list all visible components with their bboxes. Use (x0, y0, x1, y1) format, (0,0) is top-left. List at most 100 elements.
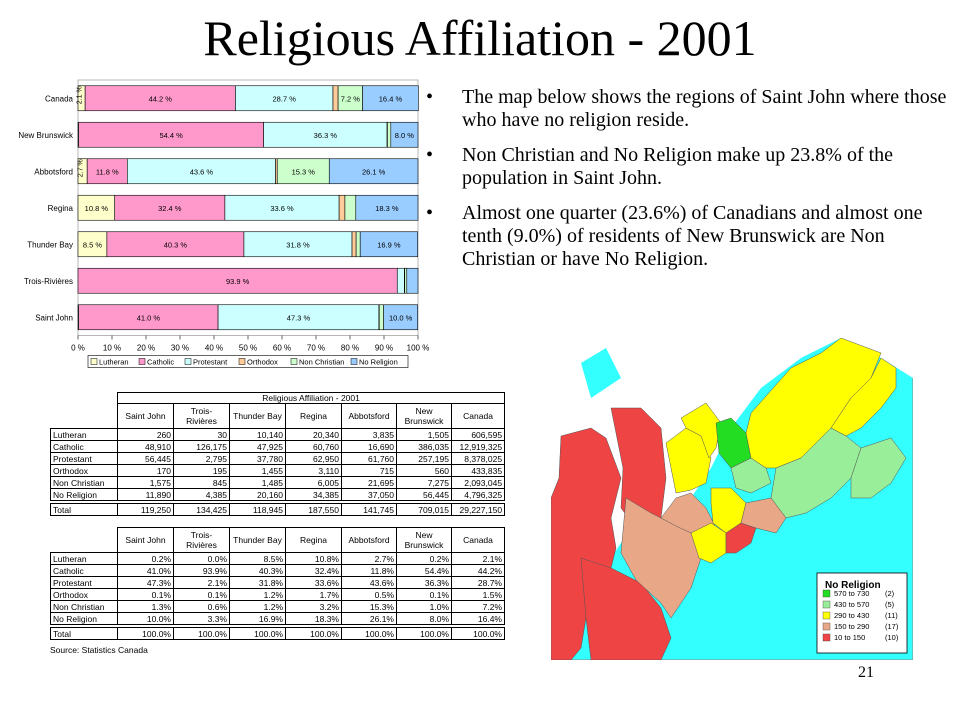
bullet-text: Almost one quarter (23.6%) of Canadians … (462, 202, 923, 270)
table-cell: 3,110 (285, 464, 342, 477)
column-header: Regina (285, 527, 342, 553)
table-cell: 0.1% (173, 588, 230, 601)
table-cell: 1,455 (229, 464, 286, 477)
table-cell: 16,690 (341, 440, 397, 453)
table-cell: 1,485 (229, 476, 286, 489)
bar-segment (378, 304, 384, 331)
table-cell: 62,950 (285, 452, 342, 465)
row-label: Orthodox (50, 588, 118, 601)
table-cell: 21,695 (341, 476, 397, 489)
table-cell: 2.1% (173, 576, 230, 589)
table-cell: 1,505 (396, 428, 452, 441)
map-legend-label: 290 to 430 (834, 611, 869, 620)
bullet-text: Non Christian and No Religion make up 23… (462, 144, 894, 189)
data-label: 8.0 % (395, 131, 415, 140)
column-header: Canada (451, 527, 505, 553)
table-row: Orthodox 170 195 1,455 3,110 715 560 433,835 (50, 464, 506, 477)
table-cell: 4,796,325 (450, 488, 506, 501)
data-label: 26.1 % (362, 167, 386, 176)
data-label: 43.6 % (190, 167, 214, 176)
table-cell: 126,175 (173, 440, 230, 453)
table-cell: 0.5% (341, 588, 397, 601)
table-cell: 60,760 (285, 440, 342, 453)
table-cell: 37,780 (229, 452, 286, 465)
column-header: New Brunswick (396, 527, 452, 553)
category-label: Regina (48, 204, 74, 213)
bullet-dot-icon: • (426, 144, 434, 166)
column-header: Regina (285, 403, 342, 429)
column-header: Saint John (117, 527, 174, 553)
category-label: Canada (45, 94, 74, 103)
legend-label: Non Christian (299, 358, 344, 367)
map-legend-label: 10 to 150 (834, 633, 865, 642)
data-label: 54.4 % (159, 131, 183, 140)
data-label: 47.3 % (287, 313, 311, 322)
row-label: No Religion (50, 612, 118, 625)
table-row: Non Christian 1,575 845 1,485 6,005 21,695 7,2… (50, 476, 506, 489)
table-cell: 16.4% (451, 612, 505, 625)
table-cell: 56,445 (396, 488, 452, 501)
map-legend-label: 430 to 570 (834, 600, 869, 609)
data-label: 33.6 % (270, 204, 294, 213)
table-cell: 37,050 (341, 488, 397, 501)
table-cell: 100.0% (396, 627, 452, 640)
data-label: 10.0 % (389, 313, 413, 322)
table-cell: 3,835 (341, 428, 397, 441)
map-region (740, 497, 787, 534)
data-label: 11.8 % (96, 167, 119, 176)
slide-title: Religious Affiliation - 2001 (203, 10, 757, 66)
table-row: Non Christian 1.3% 0.6% 1.2% 3.2% 15.3% 1.0% 7.… (50, 600, 505, 613)
table-cell: 260 (117, 428, 174, 441)
table-cell: 33.6% (285, 576, 342, 589)
legend-label: Lutheran (99, 358, 129, 367)
table-cell: 100.0% (173, 627, 230, 640)
bar-segment (404, 267, 408, 294)
table-cell: 119,250 (117, 503, 174, 516)
bar-segment (351, 231, 357, 258)
table-cell: 1.7% (285, 588, 342, 601)
legend-swatch (184, 358, 192, 365)
table-cell: 8,378,025 (450, 452, 506, 465)
row-label: Protestant (50, 452, 118, 465)
table-cell: 0.2% (396, 552, 452, 565)
bar-segment (217, 304, 380, 331)
table-cell: 31.8% (229, 576, 286, 589)
table-cell: 1.5% (451, 588, 505, 601)
table-cell: 2.1% (451, 552, 505, 565)
table-cell: 100.0% (229, 627, 286, 640)
bullet-dot-icon: • (426, 202, 434, 224)
table-cell: 1.0% (396, 600, 452, 613)
x-tick-label: 60 % (273, 344, 291, 353)
x-tick-label: 20 % (137, 344, 155, 353)
table-cell: 141,745 (341, 503, 397, 516)
bullet-item: • Almost one quarter (23.6%) of Canadians… (424, 202, 960, 271)
data-label: 32.4 % (158, 204, 182, 213)
table-cell: 43.6% (341, 576, 397, 589)
legend-label: Orthodox (247, 358, 278, 367)
table-cell: 11.8% (341, 564, 397, 577)
table-cell: 2,795 (173, 452, 230, 465)
counts-table: Religious Affiliation - 2001 Saint John T… (50, 392, 506, 516)
table-row: Catholic 41.0% 93.9% 40.3% 32.4% 11.8% 54.4% 44… (50, 564, 505, 577)
table-cell: 11,890 (117, 488, 174, 501)
bar-segment (359, 231, 418, 258)
table-row: No Religion 11,890 4,385 20,160 34,385 37,050… (50, 488, 506, 501)
bullet-list: • The map below shows the regions of Sain… (424, 86, 960, 283)
legend-swatch (138, 358, 146, 365)
table-cell: 134,425 (173, 503, 230, 516)
map-legend-count: (5) (885, 600, 895, 609)
table-cell: 47.3% (117, 576, 174, 589)
table-cell: 606,595 (450, 428, 506, 441)
table-cell: 36.3% (396, 576, 452, 589)
bar-segment (396, 267, 405, 294)
map-legend-label: 570 to 730 (834, 589, 869, 598)
column-header: Abbotsford (341, 403, 397, 429)
table-cell: 41.0% (117, 564, 174, 577)
x-tick-label: 50 % (239, 344, 257, 353)
table-cell: 47,925 (229, 440, 286, 453)
column-header: Canada (450, 403, 506, 429)
x-tick-label: 100 % (407, 344, 430, 353)
table-cell: 1,575 (117, 476, 174, 489)
row-label: Protestant (50, 576, 118, 589)
table-row: Orthodox 0.1% 0.1% 1.2% 1.7% 0.5% 0.1% 1.5% (50, 588, 505, 601)
